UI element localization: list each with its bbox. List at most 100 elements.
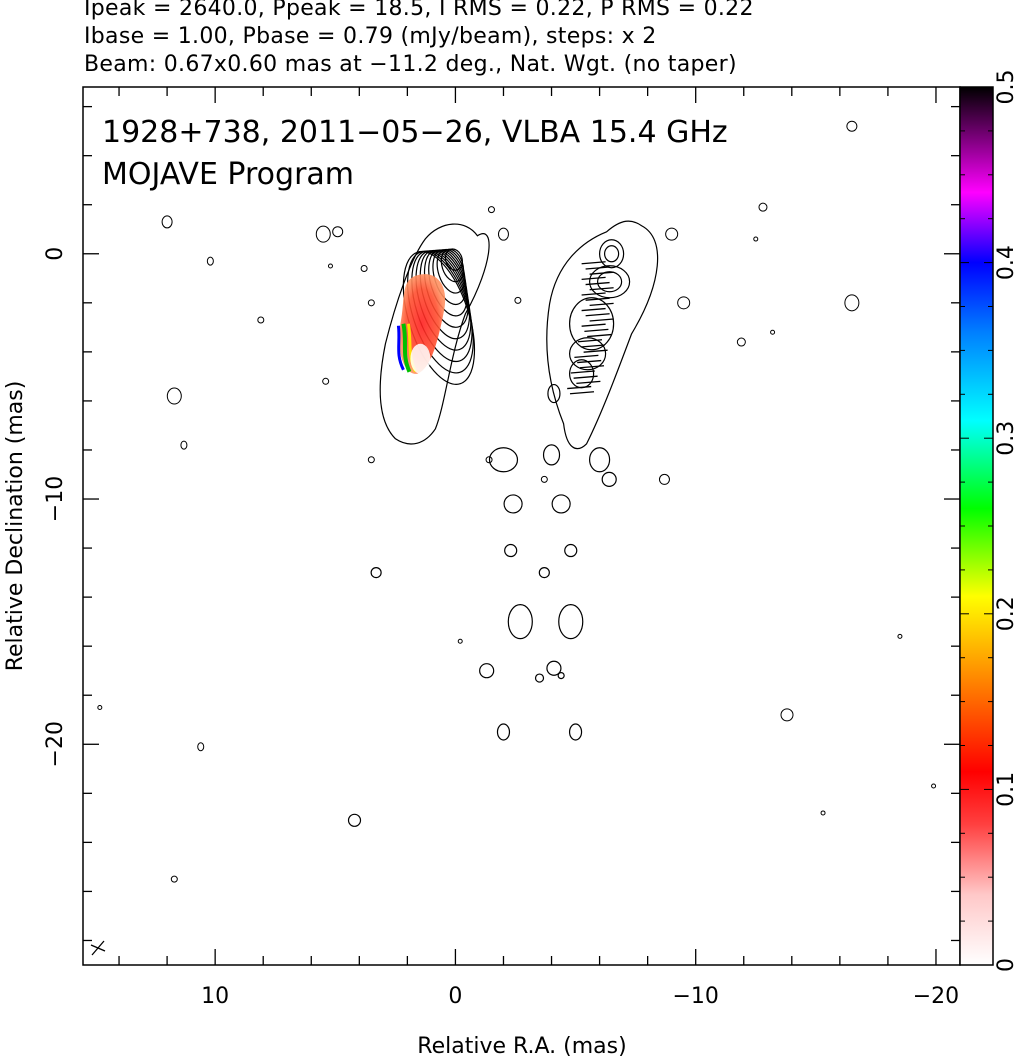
polarization-edge-green xyxy=(401,323,412,373)
pol-contour-5 xyxy=(569,337,607,371)
map-title: 1928+738, 2011−05−26, VLBA 15.4 GHz xyxy=(102,115,728,150)
noise-contour-20 xyxy=(665,227,679,241)
noise-contour-9 xyxy=(497,227,509,241)
noise-contour-14 xyxy=(758,202,768,212)
pol-contour-0 xyxy=(599,239,625,269)
cb-tick-label-2: 0.2 xyxy=(994,596,1019,631)
evpa-vector-20 xyxy=(579,365,605,369)
noise-contour-28 xyxy=(514,296,522,304)
noise-contour-2 xyxy=(166,387,182,405)
evpa-vector-3 xyxy=(581,276,606,281)
pol-blob-7 xyxy=(568,723,583,741)
noise-contour-12 xyxy=(736,337,746,347)
y-tick-label-2: −20 xyxy=(43,721,68,767)
contour-level-12 xyxy=(444,248,463,271)
jet-blob-5 xyxy=(496,723,511,741)
pol-blob-0 xyxy=(547,383,561,404)
evpa-vector-8 xyxy=(589,302,614,307)
noise-contour-0 xyxy=(161,215,173,229)
x-tick-label-3: −20 xyxy=(913,984,959,1009)
noise-contour-26 xyxy=(322,377,330,385)
evpa-vector-12 xyxy=(581,323,606,327)
evpa-vector-0 xyxy=(581,261,606,265)
beam-marker-b xyxy=(90,944,106,952)
jet-blob-2 xyxy=(504,543,518,558)
evpa-vector-2 xyxy=(589,271,614,275)
jet-blob-4 xyxy=(479,663,495,679)
noise-contour-21 xyxy=(820,810,826,816)
evpa-vector-15 xyxy=(577,339,603,343)
noise-contour-5 xyxy=(315,225,331,243)
evpa-vector-6 xyxy=(581,292,606,296)
noise-contour-7 xyxy=(327,263,333,269)
noise-contour-30 xyxy=(170,875,178,883)
y-tick-label-1: −10 xyxy=(43,476,68,522)
map-contours xyxy=(90,120,937,956)
x-tick-label-2: −10 xyxy=(672,984,718,1009)
axis-labels: 10 0 −10 −20 0 −10 −20 xyxy=(43,247,959,1009)
header-line-2: Ibase = 1.00, Pbase = 0.79 (mJy/beam), s… xyxy=(84,24,657,49)
map-subtitle: MOJAVE Program xyxy=(102,157,354,192)
cb-tick-label-5: 0.5 xyxy=(994,70,1019,105)
noise-contour-15 xyxy=(770,329,776,335)
evpa-vector-16 xyxy=(580,344,605,348)
axis-ticks xyxy=(83,87,960,965)
plot-frame xyxy=(82,86,961,966)
noise-contour-3 xyxy=(180,440,188,450)
evpa-vector-5 xyxy=(589,287,614,291)
pol-blob-5 xyxy=(558,604,584,640)
header-line-3: Beam: 0.67x0.60 mas at −11.2 deg., Nat. … xyxy=(84,52,737,77)
cb-tick-label-0: 0 xyxy=(994,958,1019,972)
evpa-vectors xyxy=(567,261,614,395)
pol-blob-6 xyxy=(546,660,562,676)
pol-blob-9 xyxy=(557,672,565,680)
cb-tick-label-4: 0.4 xyxy=(994,245,1019,280)
jet-blob-6 xyxy=(347,813,362,827)
evpa-vector-13 xyxy=(584,328,609,333)
noise-contour-29 xyxy=(540,475,548,483)
evpa-vector-23 xyxy=(576,380,601,385)
jet-blob-1 xyxy=(503,494,523,514)
pol-blob-10 xyxy=(534,673,545,683)
noise-contour-17 xyxy=(844,294,860,312)
pol-contour-3 xyxy=(597,271,623,293)
noise-contour-25 xyxy=(367,299,375,307)
noise-contour-11 xyxy=(658,473,670,485)
pol-contour-2 xyxy=(589,265,631,299)
polarization-hole xyxy=(410,343,431,374)
noise-contour-13 xyxy=(753,236,759,242)
pol-contour-1 xyxy=(604,245,620,263)
pol-blob-1 xyxy=(542,444,561,466)
noise-contour-24 xyxy=(197,742,205,752)
y-axis-label: Relative Declination (mas) xyxy=(3,381,28,672)
evpa-vector-1 xyxy=(585,266,610,270)
evpa-vector-19 xyxy=(577,359,602,364)
pol-blob-8 xyxy=(601,471,617,488)
evpa-vector-7 xyxy=(585,297,610,301)
evpa-vector-9 xyxy=(581,307,606,312)
noise-contour-33 xyxy=(457,638,463,644)
polarization-contours xyxy=(534,220,659,741)
noise-contour-19 xyxy=(780,708,794,722)
pol-blob-4 xyxy=(538,566,550,579)
pol-blob-3 xyxy=(564,543,578,558)
evpa-vector-11 xyxy=(589,318,614,322)
evpa-vector-18 xyxy=(574,354,599,359)
jet-blob-0 xyxy=(488,447,519,473)
x-tick-label-1: 0 xyxy=(448,984,462,1009)
noise-contour-27 xyxy=(360,264,368,272)
evpa-vector-10 xyxy=(585,313,610,317)
cb-tick-label-3: 0.3 xyxy=(994,421,1019,456)
pol-contour-4 xyxy=(569,297,615,351)
cb-tick-label-1: 0.1 xyxy=(994,772,1019,807)
evpa-vector-24 xyxy=(567,385,592,390)
contour-level-1 xyxy=(379,223,490,445)
polarized-intensity-map xyxy=(396,274,446,374)
jet-blob-7 xyxy=(370,566,382,579)
pol-blob-11 xyxy=(588,447,611,473)
evpa-vector-21 xyxy=(570,370,595,374)
noise-contour-16 xyxy=(677,296,691,310)
evpa-vector-17 xyxy=(583,349,608,353)
x-axis-label: Relative R.A. (mas) xyxy=(417,1034,626,1059)
